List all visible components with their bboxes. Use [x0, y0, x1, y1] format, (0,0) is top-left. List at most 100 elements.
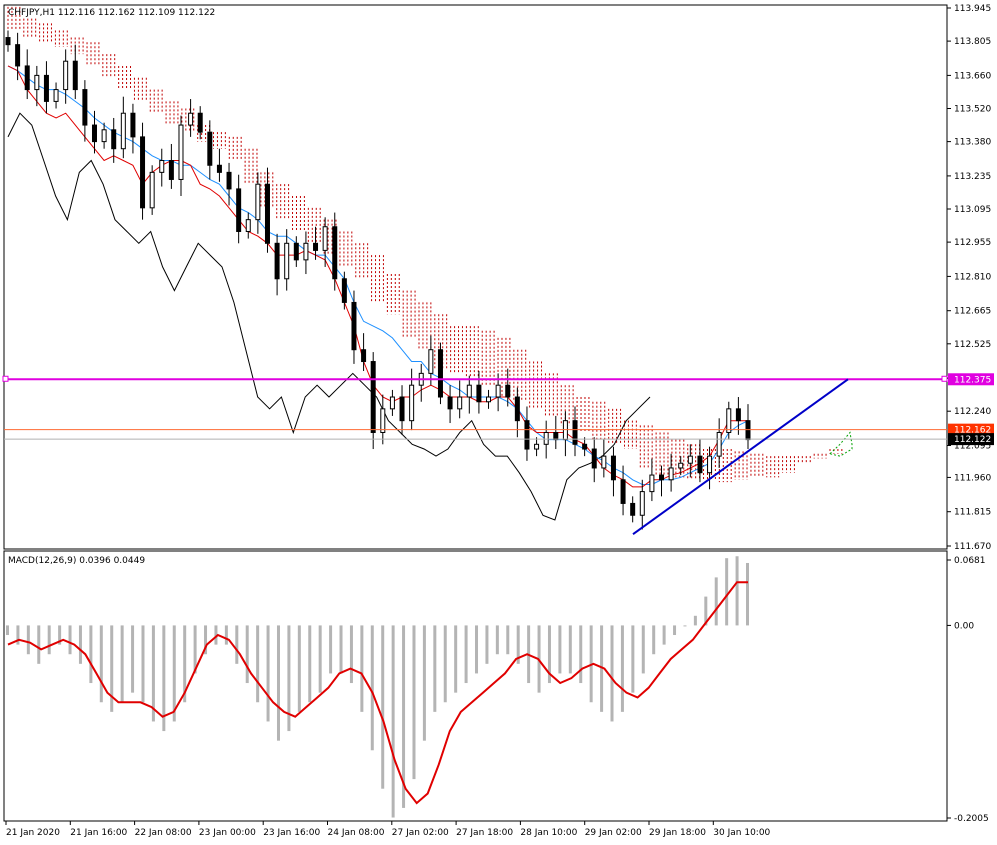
macd-histogram-bar [58, 625, 62, 645]
macd-tick-label: 0.00 [954, 621, 974, 631]
candle-body [293, 242, 299, 261]
macd-histogram-bar [652, 625, 656, 655]
time-tick-label: 28 Jan 10:00 [520, 828, 577, 838]
candle-body [486, 396, 492, 403]
macd-histogram-bar [329, 625, 333, 674]
macd-histogram-bar [245, 625, 249, 684]
candle-body [120, 112, 126, 150]
macd-histogram-bar [276, 625, 280, 741]
hline-handle-right[interactable] [941, 375, 948, 382]
candle-body [668, 467, 674, 481]
candle-body [313, 242, 319, 251]
time-tick-label: 29 Jan 18:00 [649, 828, 706, 838]
macd-histogram-bar [631, 625, 635, 693]
time-tick-label: 27 Jan 18:00 [456, 828, 513, 838]
price-tick-label: 112.095 [954, 441, 991, 451]
candle-body [34, 74, 40, 91]
candle-body [659, 474, 665, 481]
macd-histogram-bar [558, 625, 562, 674]
macd-histogram-bar [37, 625, 41, 664]
candle-body [389, 396, 395, 410]
candle-body [735, 408, 741, 422]
macd-histogram-bar [120, 625, 124, 703]
macd-histogram-bar [506, 625, 510, 655]
macd-histogram-bar [547, 625, 551, 684]
macd-histogram-bar [673, 625, 677, 636]
price-tick-label: 112.955 [954, 238, 991, 248]
bid-price-label-bg [948, 423, 994, 436]
candle-body [409, 384, 415, 422]
macd-histogram-bar [141, 625, 145, 703]
hline-handle-left[interactable] [2, 375, 9, 382]
candle-body [264, 183, 270, 244]
candle-body [24, 65, 30, 91]
price-tick-label: 112.240 [954, 407, 991, 417]
chart-symbol-header: CHFJPY,H1 112.116 112.162 112.109 112.12… [8, 8, 215, 18]
macd-histogram-bar [151, 625, 155, 722]
price-axis: 113.945 113.805 113.660 113.520 113.380 113.2… [947, 4, 994, 552]
macd-histogram-bar [172, 625, 176, 722]
macd-histogram-bar [391, 625, 395, 818]
candle-body [678, 462, 684, 469]
candle-body [553, 431, 559, 441]
close-price-label: 112.122 [954, 435, 991, 445]
macd-histogram-bar [193, 625, 197, 674]
macd-histogram-bar [339, 625, 343, 674]
macd-histogram-bar [714, 577, 718, 626]
macd-header: MACD(12,26,9) 0.0396 0.0449 [8, 556, 145, 566]
candle-body [332, 226, 338, 280]
macd-histogram-bar [318, 625, 322, 693]
macd-histogram-bar [579, 625, 583, 684]
price-tick-label: 113.805 [954, 37, 991, 47]
candle-body [43, 74, 49, 102]
candle-body [428, 349, 434, 374]
trendline[interactable] [632, 378, 849, 535]
macd-chart-frame[interactable] [3, 550, 948, 822]
candle-body [216, 164, 222, 173]
candle-body [101, 129, 107, 143]
macd-histogram-bar [704, 596, 708, 626]
close-price-label-bg [948, 433, 994, 446]
candle-body [207, 131, 213, 166]
price-tick-label: 111.670 [954, 542, 991, 552]
candle-body [707, 455, 713, 474]
candle-body [322, 226, 328, 251]
macd-histogram-bar [725, 558, 729, 626]
candle-body [572, 420, 578, 445]
candle-body [447, 396, 453, 410]
candle-body [543, 431, 549, 445]
macd-histogram-bar [454, 625, 458, 693]
candle-body [236, 188, 242, 232]
macd-histogram-bar [349, 625, 353, 684]
candle-body [524, 420, 530, 450]
candle-body [457, 396, 463, 410]
candle-body [111, 129, 117, 150]
macd-histogram-bar [183, 625, 187, 703]
macd-histogram-bar [89, 625, 93, 684]
main-chart-frame[interactable] [3, 4, 948, 550]
macd-histogram-bar [600, 625, 604, 712]
macd-histogram-bar [443, 625, 447, 703]
candle-body [159, 160, 165, 173]
macd-histogram-bar [297, 625, 301, 712]
macd-histogram-bar [495, 625, 499, 655]
macd-histogram-bar [308, 625, 312, 703]
candle-body [5, 37, 11, 46]
candle-body [255, 183, 261, 221]
candle-body [72, 60, 78, 91]
candle-body [130, 112, 136, 138]
macd-histogram-bar [6, 625, 9, 636]
candle-body [188, 112, 194, 126]
hline-price-label-bg [948, 373, 994, 386]
candle-body [91, 124, 97, 143]
price-tick-label: 113.235 [954, 172, 991, 182]
kijun-sen-line [7, 65, 749, 485]
macd-histogram-bar [620, 625, 624, 712]
price-tick-label: 111.815 [954, 508, 991, 518]
candle-body [226, 171, 232, 190]
macd-histogram-bar [162, 625, 166, 732]
price-tick-label: 113.945 [954, 4, 991, 14]
macd-histogram-bar [746, 562, 749, 626]
macd-histogram-bar [224, 625, 228, 645]
candle-body [63, 60, 69, 91]
